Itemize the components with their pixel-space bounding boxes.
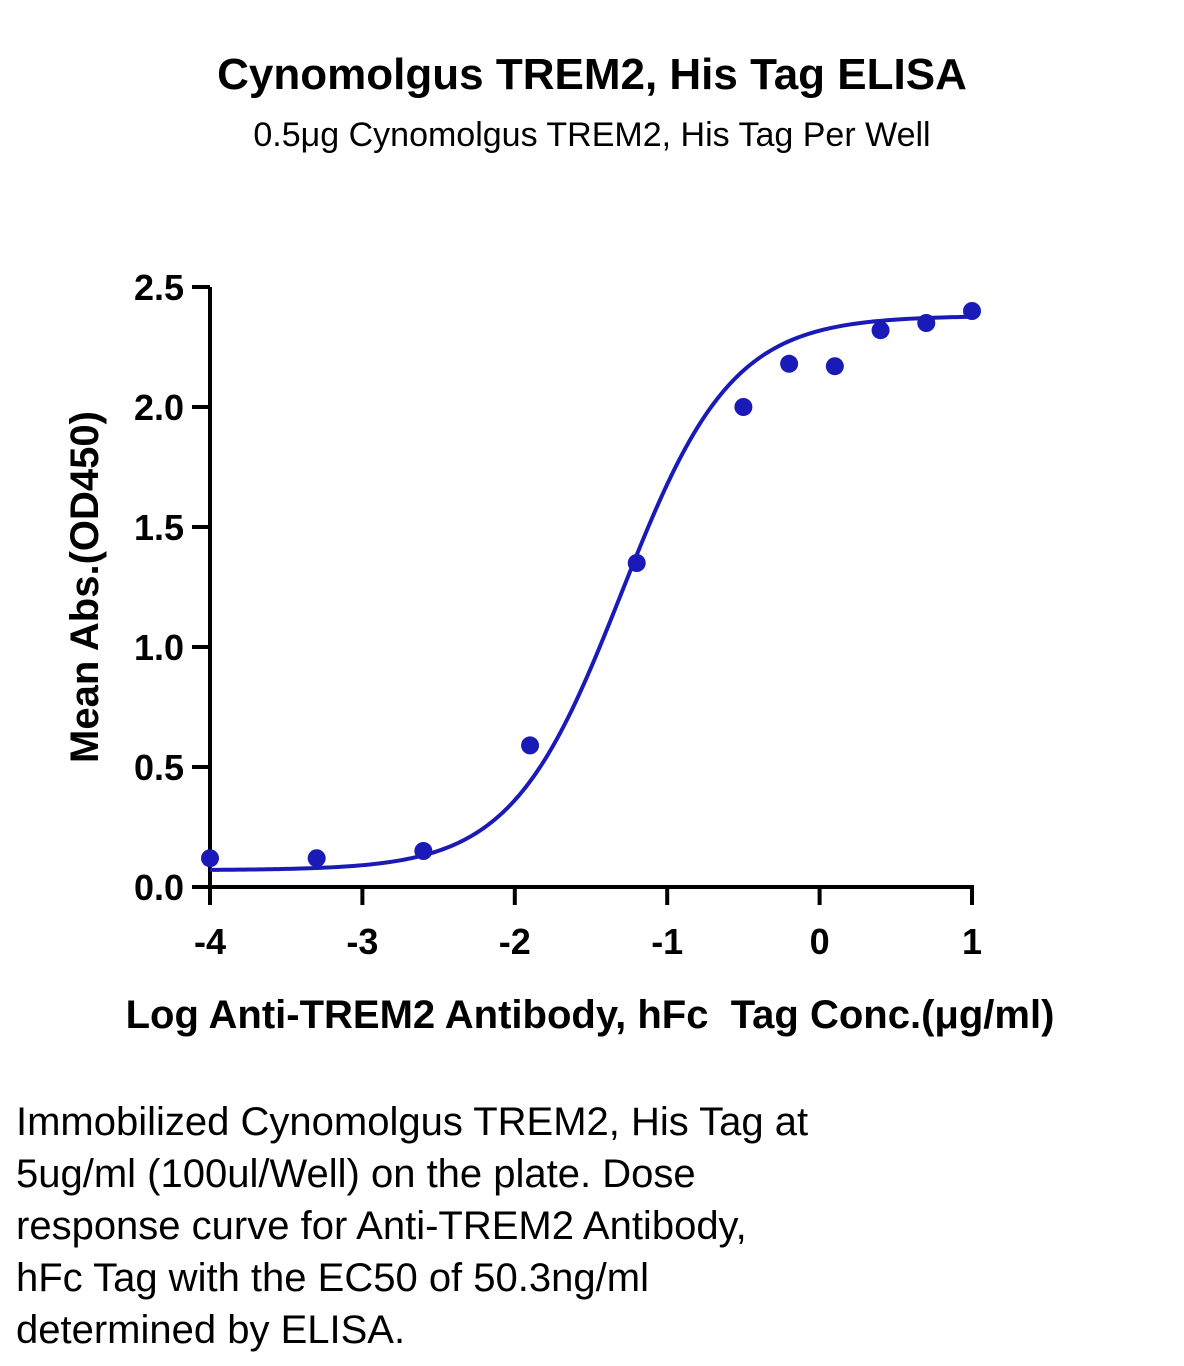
data-point <box>825 357 844 376</box>
fit-curve-group <box>209 314 973 872</box>
y-tick-label: 0.5 <box>134 747 184 788</box>
y-tick-label: 1.5 <box>134 507 184 548</box>
x-axis-ticks: -4 -3 -2 -1 0 1 <box>194 887 982 962</box>
data-points <box>201 302 981 868</box>
data-point <box>871 321 890 340</box>
y-axis-label: Mean Abs.(OD450) <box>63 411 107 763</box>
y-tick-label: 2.0 <box>134 387 184 428</box>
data-point <box>521 736 540 755</box>
figure-caption: Immobilized Cynomolgus TREM2, His Tag at… <box>16 1096 1016 1356</box>
x-tick-label: 0 <box>810 921 830 962</box>
chart-title: Cynomolgus TREM2, His Tag ELISA <box>217 50 967 99</box>
caption-line: Immobilized Cynomolgus TREM2, His Tag at <box>16 1100 809 1144</box>
data-point <box>307 849 326 868</box>
caption-line: 5ug/ml (100ul/Well) on the plate. Dose <box>16 1152 696 1196</box>
caption-line: determined by ELISA. <box>16 1308 406 1352</box>
elisa-dose-response-chart: 0.0 0.5 1.0 1.5 2.0 2.5 -4 -3 -2 -1 0 1 Mean Abs.(… <box>63 267 1055 1037</box>
data-point <box>201 849 219 868</box>
x-tick-label: 1 <box>962 921 982 962</box>
data-point <box>917 314 936 332</box>
data-point <box>414 842 433 860</box>
x-tick-label: -1 <box>651 921 683 962</box>
data-point <box>734 398 753 416</box>
data-point <box>963 302 981 320</box>
y-tick-label: 1.0 <box>134 627 184 668</box>
y-tick-label: 0.0 <box>134 867 184 908</box>
x-axis-label: Log Anti-TREM2 Antibody, hFc Tag Conc.(μ… <box>126 993 1055 1037</box>
data-point <box>780 354 799 373</box>
y-axis-ticks: 0.0 0.5 1.0 1.5 2.0 2.5 <box>134 267 210 908</box>
x-tick-label: -3 <box>346 921 378 962</box>
x-tick-label: -4 <box>194 921 226 962</box>
caption-line: hFc Tag with the EC50 of 50.3ng/ml <box>16 1256 649 1300</box>
caption-line: response curve for Anti-TREM2 Antibody, <box>16 1204 747 1248</box>
axes <box>208 287 974 889</box>
data-point <box>627 554 646 572</box>
x-tick-label: -2 <box>499 921 531 962</box>
fit-curve <box>209 314 973 872</box>
y-tick-label: 2.5 <box>134 267 184 308</box>
chart-subtitle: 0.5μg Cynomolgus TREM2, His Tag Per Well <box>253 116 931 154</box>
